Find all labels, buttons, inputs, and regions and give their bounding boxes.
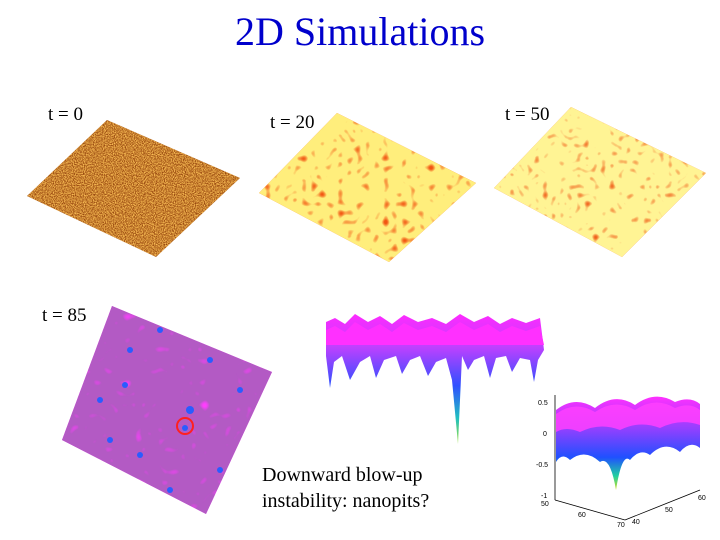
- label-t85: t = 85: [42, 305, 87, 326]
- z-tick-1: 0: [543, 431, 547, 438]
- x-tick-0: 50: [541, 501, 549, 508]
- caption: Downward blow-up instability: nanopits?: [262, 462, 482, 514]
- label-t0: t = 0: [48, 104, 83, 125]
- slide-title: 2D Simulations: [234, 9, 486, 54]
- z-tick-3: -1: [541, 493, 547, 500]
- label-t50: t = 50: [505, 104, 550, 125]
- x-tick-labels: 50 60 70: [541, 501, 625, 529]
- z-tick-2: -0.5: [536, 462, 548, 469]
- label-t20: t = 20: [270, 112, 315, 133]
- y-tick-labels: 40 50 60: [632, 495, 706, 526]
- y-tick-0: 40: [632, 519, 640, 526]
- caption-line-2: instability: nanopits?: [262, 490, 430, 512]
- x-tick-1: 60: [578, 512, 586, 519]
- z-tick-labels: 0.5 0 -0.5 -1: [536, 400, 548, 500]
- y-tick-1: 50: [665, 507, 673, 514]
- y-tick-2: 60: [698, 495, 706, 502]
- caption-line-1: Downward blow-up: [262, 464, 423, 486]
- x-tick-2: 70: [617, 522, 625, 529]
- z-tick-0: 0.5: [538, 400, 548, 407]
